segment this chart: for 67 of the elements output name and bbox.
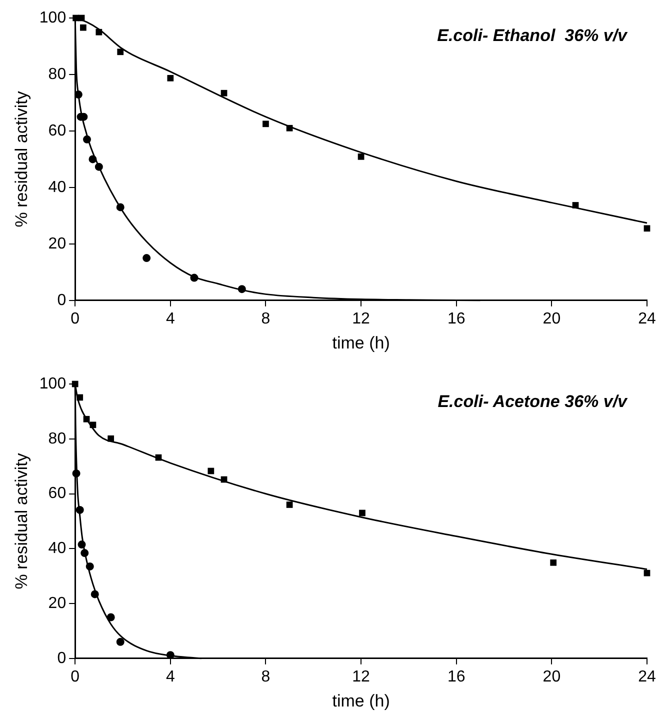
y-tick-label: 80 [48,430,66,448]
point [572,202,579,208]
y-axis-title: % residual activity [12,452,31,590]
y-tick-label: 0 [57,292,66,309]
y-tick-label: 80 [48,66,66,83]
point [74,90,82,99]
point [116,638,124,646]
point [262,120,269,128]
point [76,394,84,401]
x-tick-label: 4 [166,310,175,328]
point [220,90,228,96]
point [190,274,198,282]
x-tick-label: 12 [352,310,370,328]
y-tick-label: 40 [48,540,66,558]
x-tick-label: 16 [447,310,466,328]
y-tick-label: 20 [48,235,66,252]
y-tick-label: 40 [48,178,66,196]
point [88,155,97,164]
point [72,380,78,388]
x-tick-label: 24 [638,668,656,686]
point [80,549,89,558]
point [359,510,366,516]
x-tick-label: 0 [70,668,80,686]
point [644,225,650,232]
point [78,540,86,549]
point [286,124,293,132]
point [142,254,151,262]
x-tick-label: 8 [261,310,270,328]
point [238,285,246,294]
point [117,48,124,56]
x-tick-label: 20 [542,310,561,328]
text: E.coli- Acetone 36% v/v [438,392,629,412]
point [106,613,115,622]
point [72,469,80,478]
y-tick-label: 0 [57,650,66,667]
x-tick-label: 20 [542,668,561,686]
point [96,28,102,36]
x-axis-title: time (h) [332,333,390,352]
point [86,562,94,570]
y-tick-label: 100 [39,375,66,392]
text: E.coli- Ethanol 36% v/v [437,26,629,46]
point [286,502,293,508]
point [83,416,90,422]
x-tick-label: 12 [352,668,370,686]
point [76,506,84,514]
point [550,559,557,566]
point [94,162,103,171]
point [116,203,124,212]
y-tick-label: 60 [48,122,66,140]
point [208,468,214,474]
point [90,422,96,428]
y-axis-title: % residual activity [12,90,31,228]
point [90,590,99,598]
point [358,153,364,160]
point [83,135,92,144]
x-tick-label: 16 [447,668,466,686]
x-tick-label: 8 [261,668,270,686]
x-axis-title: time (h) [332,691,390,710]
x-tick-label: 4 [166,668,175,686]
y-tick-label: 60 [48,485,66,502]
y-tick-label: 20 [48,594,66,612]
point [108,435,114,442]
x-tick-label: 24 [638,310,656,328]
point [167,74,174,82]
point [80,24,86,31]
x-tick-label: 0 [70,310,80,328]
y-tick-label: 100 [39,9,66,26]
